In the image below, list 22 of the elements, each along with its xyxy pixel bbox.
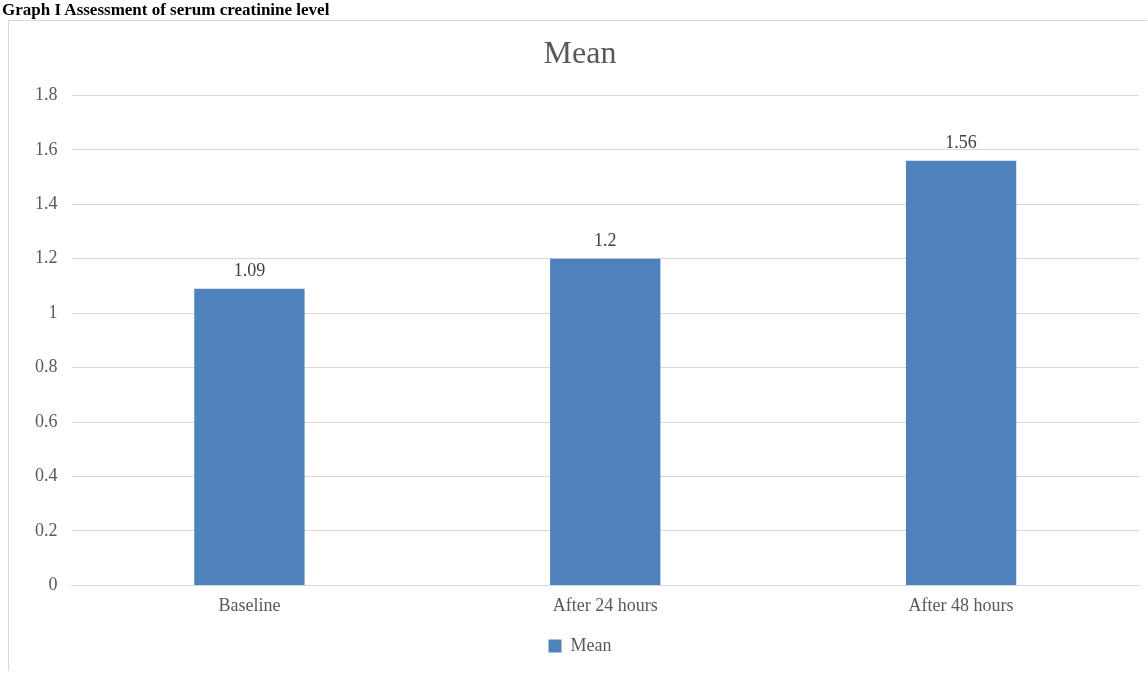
y-tick-label: 1.4	[35, 193, 58, 214]
y-tick-label: 0.2	[35, 519, 58, 540]
bar	[550, 258, 661, 585]
y-tick-label: 1.2	[35, 247, 58, 268]
data-label: 1.09	[233, 260, 266, 281]
text: Graph I Assessment of serum creatinine level	[1, 0, 331, 20]
chart-title: Mean	[543, 33, 617, 70]
bar	[905, 160, 1017, 585]
x-tick-label: After 48 hours	[908, 594, 1014, 615]
data-label: 1.2	[594, 230, 617, 251]
y-tick-label: 0.4	[35, 465, 58, 486]
y-tick-label: 1.8	[35, 84, 58, 105]
y-tick-label: 1.6	[35, 138, 58, 159]
x-tick-label: Baseline	[218, 594, 281, 615]
bar	[194, 288, 305, 585]
y-tick-label: 0.8	[35, 356, 58, 377]
y-tick-label: 0.6	[35, 410, 58, 431]
y-tick-label: 1	[48, 301, 58, 322]
legend-label: Mean	[570, 634, 612, 655]
data-label: 1.56	[945, 132, 977, 153]
y-tick-label: 0	[48, 574, 58, 595]
x-tick-label: After 24 hours	[552, 594, 658, 615]
